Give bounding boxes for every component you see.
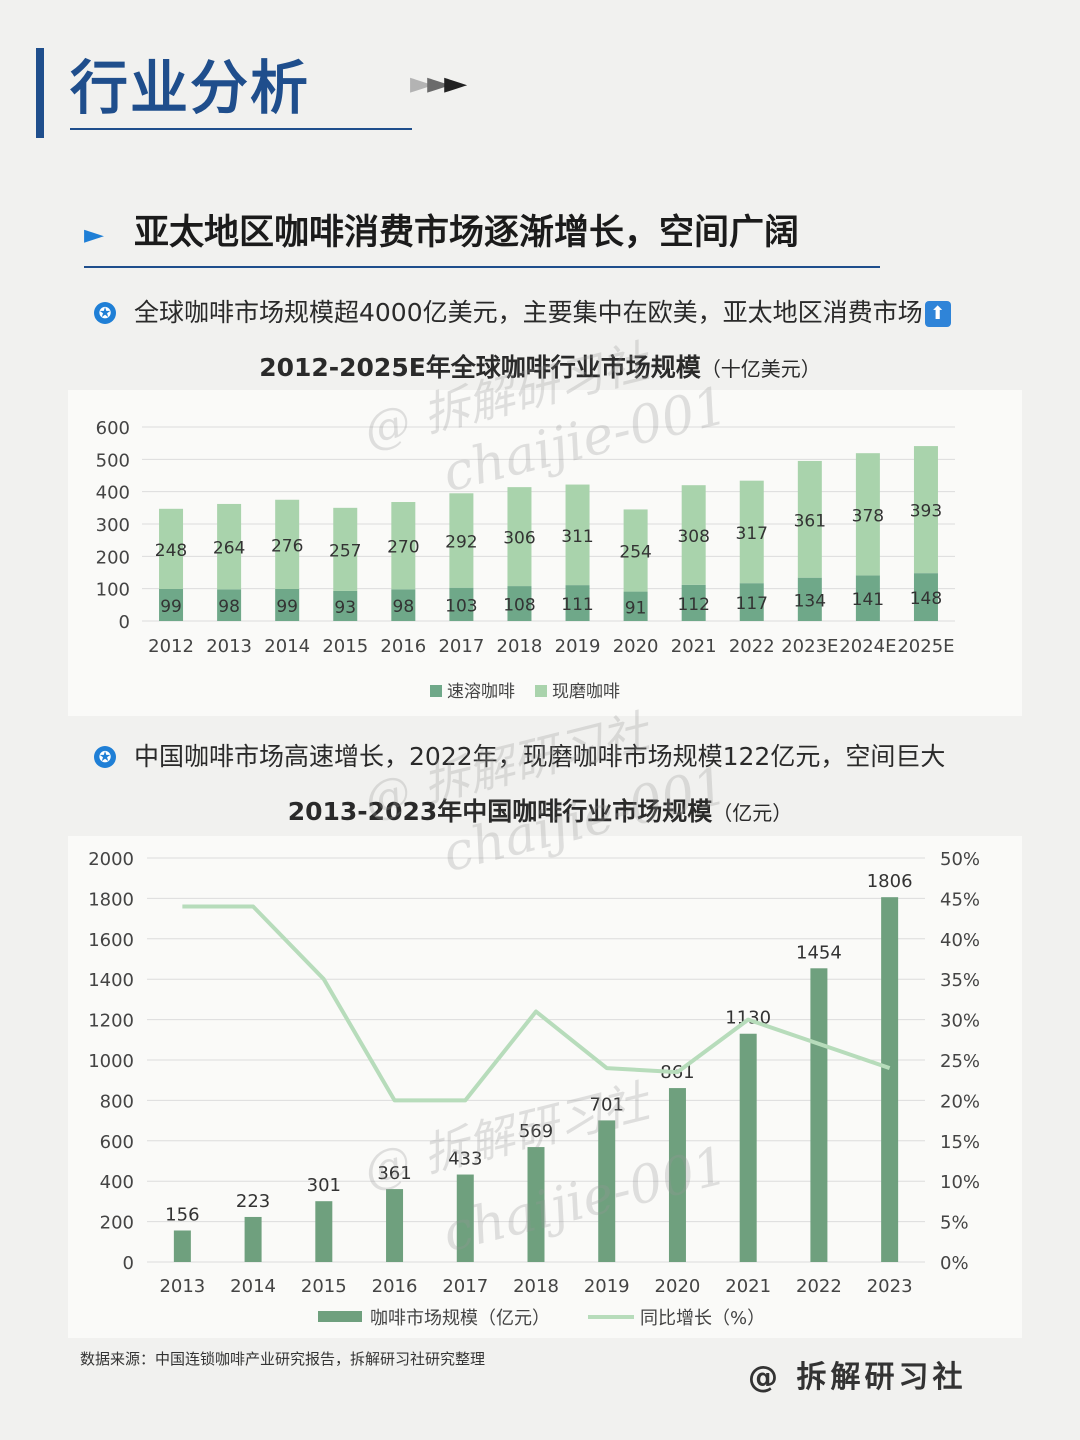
arrow-right-icon: ► (410, 66, 433, 101)
chart2-title-row: 2013-2023年中国咖啡行业市场规模（亿元） (0, 794, 1080, 831)
up-arrow-icon: ⬆ (924, 301, 951, 327)
page-title: 行业分析 (70, 54, 311, 122)
star-circle-icon: ✪ (94, 746, 116, 768)
bullet-global-market: 全球咖啡市场规模超4000亿美元，主要集中在欧美，亚太地区消费市场 ⬆ (134, 296, 951, 330)
chart1-title-row: 2012-2025E年全球咖啡行业市场规模（十亿美元） (0, 350, 1080, 387)
bullet-text: 全球咖啡市场规模超4000亿美元，主要集中在欧美，亚太地区消费市场 (134, 298, 923, 327)
title-underline (70, 128, 412, 130)
bullet-text: 中国咖啡市场高速增长，2022年，现磨咖啡市场规模122亿元，空间巨大 (134, 742, 946, 771)
star-circle-icon: ✪ (94, 302, 116, 324)
chart2-unit: （亿元） (712, 801, 793, 825)
bullet-china-market: 中国咖啡市场高速增长，2022年，现磨咖啡市场规模122亿元，空间巨大 (134, 740, 945, 774)
section-arrow-icon: ► (84, 220, 104, 250)
chart1-title: 2012-2025E年全球咖啡行业市场规模 (259, 353, 701, 382)
title-accent-bar (36, 48, 44, 138)
data-source: 数据来源：中国连锁咖啡产业研究报告，拆解研习社研究整理 (80, 1350, 486, 1368)
section-underline (84, 266, 880, 268)
chart2-title: 2013-2023年中国咖啡行业市场规模 (287, 797, 713, 826)
chart2-panel (68, 836, 1022, 1338)
section-heading: 亚太地区咖啡消费市场逐渐增长，空间广阔 (134, 213, 800, 253)
arrow-decoration: ►►► (410, 66, 467, 102)
arrow-right-icon: ► (427, 66, 450, 101)
arrow-right-icon: ► (444, 66, 467, 101)
chart1-unit: （十亿美元） (700, 357, 821, 381)
chart1-panel (68, 390, 1022, 716)
brand-signature: @ 拆解研习社 (748, 1360, 967, 1395)
